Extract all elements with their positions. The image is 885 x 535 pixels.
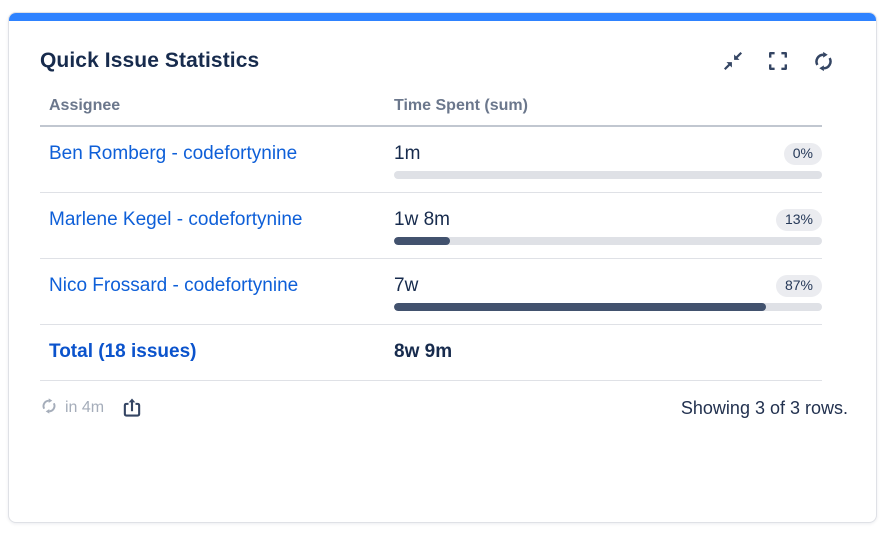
column-header-time-spent: Time Spent (sum) xyxy=(394,97,528,114)
column-header-assignee: Assignee xyxy=(49,97,121,114)
collapse-button[interactable] xyxy=(721,49,745,73)
page-title: Quick Issue Statistics xyxy=(40,49,260,72)
assignee-link[interactable]: Nico Frossard - codefortynine xyxy=(49,275,299,296)
fullscreen-icon xyxy=(767,50,789,72)
table-row: Ben Romberg - codefortynine 1m 0% xyxy=(40,127,822,193)
percent-badge: 0% xyxy=(783,143,822,165)
refresh-countdown: in 4m xyxy=(40,397,104,420)
assignee-link[interactable]: Marlene Kegel - codefortynine xyxy=(49,209,303,230)
progress-bar xyxy=(394,171,822,179)
refresh-icon xyxy=(812,50,835,73)
table-row: Nico Frossard - codefortynine 7w 87% xyxy=(40,259,822,325)
header-actions xyxy=(721,49,835,73)
export-share-icon xyxy=(121,397,143,419)
quick-issue-statistics-widget: Quick Issue Statistics xyxy=(8,12,877,523)
widget-header: Quick Issue Statistics xyxy=(9,21,876,73)
time-spent-value: 1m xyxy=(394,143,421,164)
accent-top-bar xyxy=(9,13,876,21)
refresh-countdown-text: in 4m xyxy=(65,399,105,416)
fullscreen-button[interactable] xyxy=(766,49,790,73)
row-count-status: Showing 3 of 3 rows. xyxy=(680,397,848,418)
total-row: Total (18 issues) 8w 9m xyxy=(40,325,822,381)
progress-bar-fill xyxy=(394,303,767,311)
progress-bar xyxy=(394,237,822,245)
progress-bar xyxy=(394,303,822,311)
table-header-row: Assignee Time Spent (sum) xyxy=(40,97,822,127)
total-time-spent: 8w 9m xyxy=(394,341,453,362)
refresh-timer-icon xyxy=(40,397,58,420)
percent-badge: 13% xyxy=(775,209,822,231)
time-spent-value: 1w 8m xyxy=(394,209,450,230)
statistics-table: Assignee Time Spent (sum) Ben Romberg - … xyxy=(9,97,876,381)
total-label: Total (18 issues) xyxy=(49,341,197,362)
footer-left: in 4m xyxy=(40,396,144,420)
refresh-button[interactable] xyxy=(811,49,835,73)
progress-bar-fill xyxy=(394,237,450,245)
table-row: Marlene Kegel - codefortynine 1w 8m 13% xyxy=(40,193,822,259)
collapse-icon xyxy=(722,50,744,72)
time-spent-value: 7w xyxy=(394,275,419,296)
widget-footer: in 4m Showing 3 of 3 rows. xyxy=(9,381,876,420)
percent-badge: 87% xyxy=(775,275,822,297)
export-button[interactable] xyxy=(120,396,144,420)
assignee-link[interactable]: Ben Romberg - codefortynine xyxy=(49,143,298,164)
